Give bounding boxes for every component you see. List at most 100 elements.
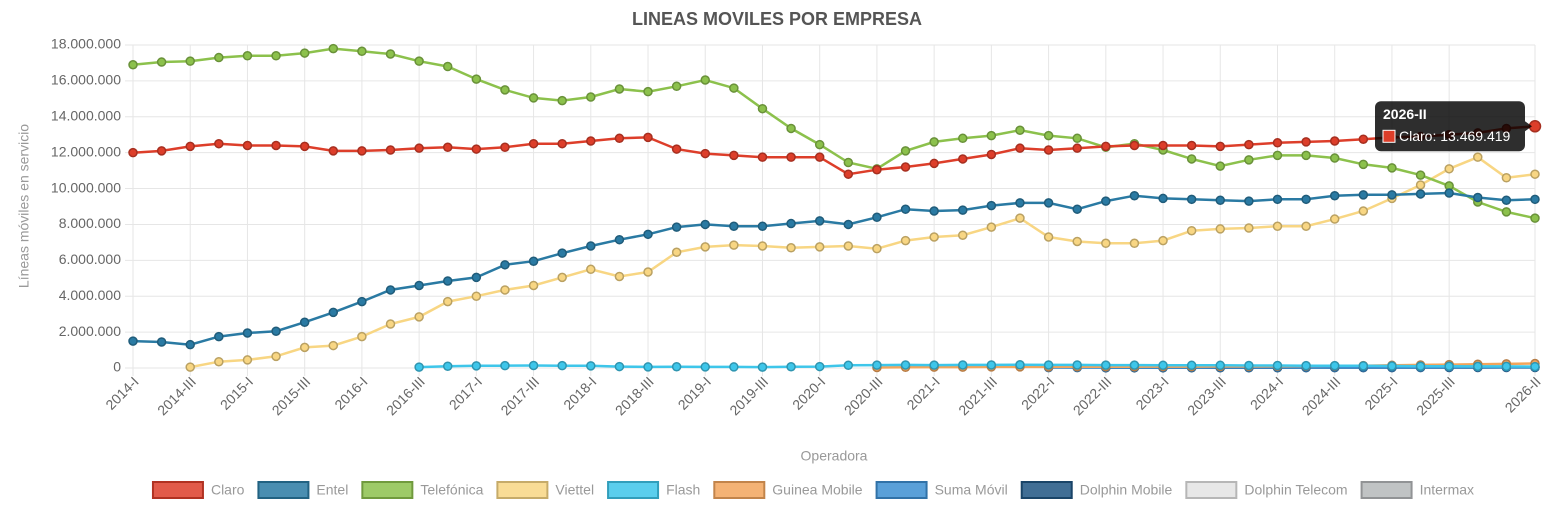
legend-item[interactable]: Claro — [153, 482, 245, 498]
data-point[interactable] — [1073, 144, 1081, 152]
data-point[interactable] — [272, 352, 280, 360]
data-point[interactable] — [816, 243, 824, 251]
data-point[interactable] — [615, 134, 623, 142]
data-point[interactable] — [902, 147, 910, 155]
data-point[interactable] — [444, 362, 452, 370]
data-point[interactable] — [1273, 361, 1281, 369]
legend-item[interactable]: Intermax — [1362, 482, 1474, 498]
data-point[interactable] — [1474, 362, 1482, 370]
data-point[interactable] — [1130, 141, 1138, 149]
data-point[interactable] — [959, 206, 967, 214]
data-point[interactable] — [501, 143, 509, 151]
data-point[interactable] — [959, 134, 967, 142]
data-point[interactable] — [1016, 214, 1024, 222]
data-point[interactable] — [1331, 154, 1339, 162]
data-point[interactable] — [987, 202, 995, 210]
data-point[interactable] — [844, 361, 852, 369]
data-point[interactable] — [1159, 194, 1167, 202]
data-point[interactable] — [1045, 361, 1053, 369]
data-point[interactable] — [1531, 195, 1539, 203]
data-point[interactable] — [1474, 153, 1482, 161]
data-point[interactable] — [1302, 138, 1310, 146]
data-point[interactable] — [558, 249, 566, 257]
data-point[interactable] — [501, 362, 509, 370]
data-point[interactable] — [758, 105, 766, 113]
data-point[interactable] — [758, 153, 766, 161]
data-point[interactable] — [129, 61, 137, 69]
data-point[interactable] — [243, 329, 251, 337]
data-point[interactable] — [615, 85, 623, 93]
data-point[interactable] — [1331, 362, 1339, 370]
data-point[interactable] — [644, 88, 652, 96]
data-point[interactable] — [673, 82, 681, 90]
data-point[interactable] — [1188, 141, 1196, 149]
data-point[interactable] — [501, 261, 509, 269]
data-point[interactable] — [1130, 361, 1138, 369]
data-point[interactable] — [272, 52, 280, 60]
data-point[interactable] — [615, 236, 623, 244]
data-point[interactable] — [730, 151, 738, 159]
data-point[interactable] — [644, 363, 652, 371]
data-point[interactable] — [730, 241, 738, 249]
data-point[interactable] — [472, 145, 480, 153]
data-point[interactable] — [873, 166, 881, 174]
data-point[interactable] — [959, 361, 967, 369]
data-point[interactable] — [1130, 239, 1138, 247]
data-point[interactable] — [844, 170, 852, 178]
data-point[interactable] — [186, 341, 194, 349]
data-point[interactable] — [959, 231, 967, 239]
data-point[interactable] — [444, 143, 452, 151]
data-point[interactable] — [530, 361, 538, 369]
data-point[interactable] — [215, 333, 223, 341]
data-point[interactable] — [215, 140, 223, 148]
data-point[interactable] — [787, 220, 795, 228]
data-point[interactable] — [1445, 165, 1453, 173]
data-point[interactable] — [787, 124, 795, 132]
data-point[interactable] — [787, 153, 795, 161]
data-point[interactable] — [1188, 361, 1196, 369]
data-point[interactable] — [1302, 195, 1310, 203]
data-point[interactable] — [387, 50, 395, 58]
data-point[interactable] — [358, 147, 366, 155]
data-point[interactable] — [1188, 227, 1196, 235]
data-point[interactable] — [215, 54, 223, 62]
data-point[interactable] — [1045, 199, 1053, 207]
data-point[interactable] — [644, 230, 652, 238]
data-point[interactable] — [387, 320, 395, 328]
data-point[interactable] — [158, 58, 166, 66]
data-point[interactable] — [1188, 195, 1196, 203]
data-point[interactable] — [558, 362, 566, 370]
data-point[interactable] — [787, 244, 795, 252]
data-point[interactable] — [1531, 170, 1539, 178]
data-point[interactable] — [758, 222, 766, 230]
data-point[interactable] — [186, 57, 194, 65]
data-point[interactable] — [1159, 361, 1167, 369]
legend-item[interactable]: Dolphin Mobile — [1022, 482, 1173, 498]
data-point[interactable] — [844, 242, 852, 250]
data-point[interactable] — [1302, 151, 1310, 159]
data-point[interactable] — [1388, 164, 1396, 172]
data-point[interactable] — [358, 47, 366, 55]
data-point[interactable] — [1245, 361, 1253, 369]
data-point[interactable] — [1331, 192, 1339, 200]
data-point[interactable] — [1273, 222, 1281, 230]
data-point[interactable] — [530, 281, 538, 289]
data-point[interactable] — [301, 142, 309, 150]
data-point[interactable] — [1502, 174, 1510, 182]
data-point[interactable] — [1016, 144, 1024, 152]
data-point[interactable] — [873, 361, 881, 369]
data-point[interactable] — [358, 333, 366, 341]
data-point[interactable] — [730, 84, 738, 92]
legend-item[interactable]: Dolphin Telecom — [1186, 482, 1347, 498]
data-point[interactable] — [701, 243, 709, 251]
legend-item[interactable]: Entel — [258, 482, 348, 498]
data-point[interactable] — [673, 223, 681, 231]
data-point[interactable] — [415, 363, 423, 371]
data-point[interactable] — [1359, 191, 1367, 199]
data-point[interactable] — [129, 337, 137, 345]
data-point[interactable] — [301, 318, 309, 326]
data-point[interactable] — [387, 286, 395, 294]
data-point[interactable] — [272, 327, 280, 335]
data-point[interactable] — [1502, 196, 1510, 204]
data-point[interactable] — [1216, 361, 1224, 369]
